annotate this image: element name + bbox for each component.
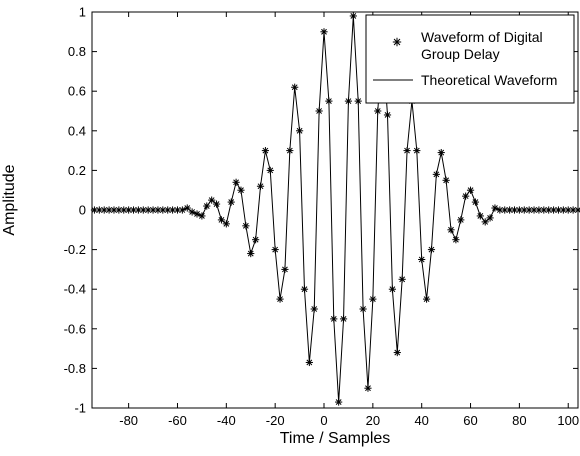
data-point-marker (110, 206, 118, 214)
data-point-marker (144, 206, 152, 214)
y-tick-label: -0.2 (64, 242, 86, 257)
data-point-marker (232, 178, 240, 186)
data-point-marker (305, 358, 313, 367)
data-point-marker (442, 176, 450, 184)
x-tick-label: 0 (320, 413, 327, 428)
legend: Waveform of Digital Group Delay Theoreti… (365, 14, 575, 104)
y-tick-label: -1 (74, 401, 86, 416)
data-point-marker (212, 200, 221, 208)
y-tick-label: 0 (79, 203, 86, 218)
y-tick-label: -0.6 (64, 321, 86, 336)
data-point-marker (540, 206, 548, 214)
data-point-marker (315, 107, 323, 115)
data-point-marker (242, 222, 250, 230)
y-tick-label: 1 (79, 5, 86, 20)
data-point-marker (349, 12, 357, 20)
data-point-marker (237, 186, 245, 194)
data-point-marker (501, 206, 509, 214)
y-tick-label: -0.4 (64, 282, 86, 297)
data-point-marker (335, 398, 343, 406)
data-point-marker (252, 236, 260, 244)
data-point-marker (295, 127, 304, 135)
x-tick-label: 40 (414, 413, 428, 428)
data-point-marker (222, 220, 230, 228)
y-tick-label: 0.4 (68, 123, 86, 138)
data-marks (90, 12, 580, 406)
data-point-marker (422, 295, 431, 303)
data-point-marker (300, 285, 309, 293)
legend-entry-2: Theoretical Waveform (421, 72, 557, 88)
data-point-marker (198, 212, 206, 220)
data-point-marker (452, 236, 460, 244)
data-point-marker (281, 265, 289, 273)
legend-entry-1-line-1: Waveform of Digital (421, 29, 543, 45)
data-point-marker (447, 226, 455, 234)
data-point-marker (256, 182, 265, 190)
data-point-marker (374, 107, 382, 115)
data-point-marker (183, 204, 191, 212)
legend-entry-1-line-2: Group Delay (421, 46, 500, 62)
data-point-marker (247, 249, 255, 258)
data-point-marker (369, 295, 377, 303)
data-point-marker (217, 216, 226, 224)
data-point-marker (359, 305, 367, 313)
data-point-marker (471, 198, 480, 206)
data-point-marker (354, 97, 362, 105)
data-point-marker (291, 83, 299, 91)
data-point-marker (383, 111, 392, 119)
data-point-marker (496, 206, 504, 214)
data-point-marker (388, 285, 396, 293)
data-point-marker (437, 148, 445, 157)
data-point-marker (403, 147, 411, 155)
data-point-marker (310, 305, 318, 313)
data-point-marker (466, 186, 475, 194)
data-point-marker (276, 295, 284, 303)
data-point-marker (208, 196, 216, 204)
y-tick-label: 0.2 (68, 163, 86, 178)
data-point-marker (330, 315, 338, 323)
x-axis-label: Time / Samples (280, 430, 391, 447)
data-point-marker (418, 255, 426, 264)
data-point-marker (344, 97, 353, 105)
data-point-marker (545, 206, 553, 214)
data-point-marker (476, 212, 484, 220)
x-tick-label: 60 (463, 413, 477, 428)
data-point-marker (320, 28, 328, 36)
plot-frame (91, 11, 579, 409)
x-tick-label: -60 (168, 413, 187, 428)
data-point-marker (413, 147, 421, 155)
data-point-marker (286, 147, 294, 155)
data-point-marker (227, 198, 235, 206)
x-tick-label: -20 (266, 413, 285, 428)
data-point-marker (271, 246, 279, 254)
x-tick-label: -80 (119, 413, 138, 428)
data-point-marker (261, 147, 269, 155)
data-point-marker (457, 216, 465, 224)
legend-asterisk-icon (392, 37, 402, 47)
x-tick-label: 100 (557, 413, 579, 428)
data-point-marker (481, 218, 489, 226)
axis-ticks: -80 -60 -40 -20 0 20 40 60 80 100 -1 -0.8 -0.6 -0.4 -0… (64, 5, 579, 429)
data-point-marker (393, 348, 401, 357)
y-tick-label: 0.6 (68, 84, 86, 99)
data-point-marker (462, 192, 470, 200)
x-tick-label: 80 (512, 413, 526, 428)
data-point-marker (486, 214, 494, 222)
x-tick-label: 20 (366, 413, 380, 428)
data-point-marker (339, 315, 348, 323)
legend-marker-asterisk (392, 37, 402, 47)
data-point-marker (266, 166, 274, 174)
x-tick-label: -40 (217, 413, 236, 428)
data-point-marker (432, 170, 440, 178)
y-tick-label: 0.8 (68, 44, 86, 59)
legend-box (365, 14, 575, 104)
data-point-marker (398, 275, 406, 283)
data-point-marker (325, 97, 333, 105)
y-axis-label: Amplitude (1, 164, 18, 235)
y-tick-label: -0.8 (64, 361, 86, 376)
data-point-marker (427, 246, 436, 254)
data-point-marker (364, 384, 372, 392)
data-point-marker (203, 202, 211, 210)
